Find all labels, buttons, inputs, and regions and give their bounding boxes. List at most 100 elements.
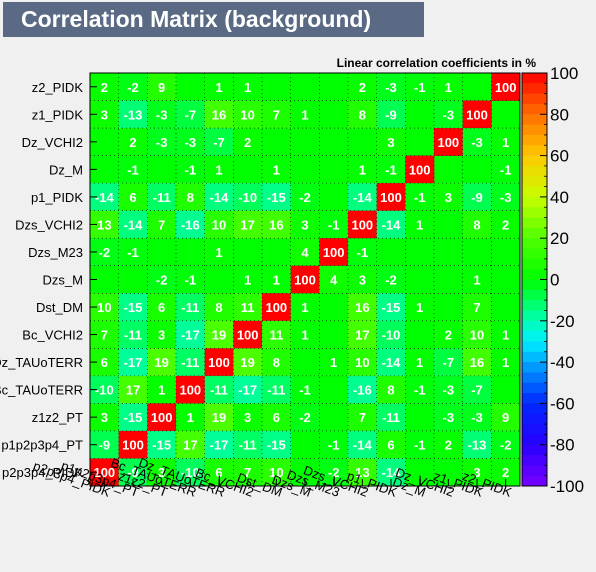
- heatmap-cell: [118, 128, 148, 156]
- heatmap-cell: [491, 320, 521, 349]
- cell-value-label: -1: [299, 383, 311, 398]
- y-axis-label: z2_PIDK: [32, 80, 84, 95]
- heatmap-cell: [176, 100, 205, 129]
- cell-value-label: -7: [471, 383, 483, 398]
- cell-value-label: -14: [210, 190, 230, 205]
- heatmap-cell: [204, 128, 234, 156]
- cell-value-label: -1: [385, 162, 397, 177]
- heatmap-cell: [176, 265, 205, 294]
- cell-value-label: 16: [355, 300, 369, 315]
- cell-value-label: 8: [473, 217, 480, 232]
- heatmap-cell: [233, 430, 263, 459]
- cell-value-label: 11: [241, 300, 255, 315]
- heatmap-cell: [462, 183, 492, 211]
- cell-value-label: 100: [265, 300, 287, 315]
- cell-value-label: -13: [124, 107, 143, 122]
- colorbar-band: [522, 155, 547, 167]
- colorbar-band: [522, 310, 547, 322]
- colorbar-band: [522, 362, 547, 373]
- cell-value-label: 19: [212, 328, 226, 343]
- heatmap-cell: [434, 348, 463, 377]
- heatmap-cell: [290, 265, 320, 294]
- colorbar-band: [522, 320, 547, 332]
- heatmap-cell: [147, 430, 177, 459]
- heatmap-cell: [176, 348, 205, 377]
- cell-value-label: -14: [353, 190, 373, 205]
- cell-value-label: -3: [156, 135, 168, 150]
- heatmap-cell: [376, 293, 406, 322]
- heatmap-cell: [118, 183, 148, 211]
- cell-value-label: -1: [500, 162, 512, 177]
- cell-value-label: 100: [93, 465, 115, 480]
- cell-value-label: -2: [299, 410, 311, 425]
- cell-value-label: -14: [382, 465, 402, 480]
- colorbar-band: [522, 424, 547, 435]
- cell-value-label: -2: [328, 465, 340, 480]
- colorbar-band: [522, 372, 547, 384]
- colorbar-band: [522, 227, 547, 239]
- cell-value-label: 3: [101, 107, 108, 122]
- cell-value-label: -10: [382, 328, 401, 343]
- heatmap-cell: [290, 238, 320, 267]
- heatmap-cell: [204, 73, 234, 101]
- heatmap-cell: [233, 183, 263, 211]
- y-axis-label: z1_PIDK: [32, 107, 84, 122]
- cell-value-label: -3: [385, 80, 397, 95]
- heatmap-cell: [204, 155, 234, 184]
- heatmap-cell: [462, 210, 492, 239]
- cell-value-label: -3: [471, 135, 483, 150]
- cell-value-label: 16: [212, 107, 226, 122]
- y-axis-label: Dz_VCHI2: [22, 135, 83, 150]
- heatmap-cell: [348, 238, 377, 267]
- cell-value-label: -11: [382, 410, 400, 425]
- colorbar-tick-label: 40: [550, 188, 569, 207]
- heatmap-cell: [319, 430, 349, 459]
- cell-value-label: 9: [502, 410, 509, 425]
- cell-value-label: -9: [385, 107, 397, 122]
- heatmap-cell: [204, 348, 234, 377]
- colorbar-band: [522, 434, 547, 446]
- cell-value-label: -11: [181, 300, 199, 315]
- cell-value-label: -9: [471, 190, 483, 205]
- y-axis-label: p1p2p3p4_PT: [1, 438, 83, 453]
- cell-value-label: -7: [213, 135, 225, 150]
- heatmap-cell: [204, 100, 234, 129]
- heatmap-cell: [348, 265, 377, 294]
- colorbar-band: [522, 83, 547, 95]
- heatmap-cell: [262, 320, 291, 349]
- cell-value-label: 19: [240, 355, 254, 370]
- heatmap-cell: [262, 348, 291, 377]
- heatmap-cell: [204, 293, 234, 322]
- cell-value-label: 6: [101, 355, 108, 370]
- heatmap-cell: [262, 155, 291, 184]
- heatmap-cell: [204, 210, 234, 239]
- cell-value-label: 6: [129, 190, 136, 205]
- heatmap-cell: [118, 155, 148, 184]
- cell-value-label: 2: [129, 135, 136, 150]
- heatmap-cell: [462, 320, 492, 349]
- heatmap-cell: [233, 100, 263, 129]
- cell-value-label: 7: [359, 410, 366, 425]
- y-axis-label: Dz_M: [49, 162, 83, 177]
- colorbar-band: [522, 279, 547, 291]
- heatmap-cell: [376, 183, 406, 211]
- cell-value-label: 1: [301, 300, 308, 315]
- cell-value-label: 100: [294, 273, 316, 288]
- heatmap-cell: [118, 348, 148, 377]
- cell-value-label: 1: [215, 162, 222, 177]
- heatmap-cell: [204, 403, 234, 432]
- cell-value-label: 7: [101, 328, 108, 343]
- heatmap-cell: [462, 265, 492, 294]
- colorbar-band: [522, 444, 547, 456]
- cell-value-label: -1: [185, 273, 197, 288]
- heatmap-cell: [118, 375, 148, 404]
- heatmap-cell: [118, 100, 148, 129]
- cell-value-label: -1: [127, 162, 139, 177]
- heatmap-cell: [233, 265, 263, 294]
- colorbar-band: [522, 331, 547, 342]
- cell-value-label: 3: [473, 465, 480, 480]
- colorbar-band: [522, 103, 547, 115]
- heatmap-cell: [434, 403, 463, 432]
- cell-value-label: -1: [414, 190, 426, 205]
- cell-value-label: -1: [127, 245, 139, 260]
